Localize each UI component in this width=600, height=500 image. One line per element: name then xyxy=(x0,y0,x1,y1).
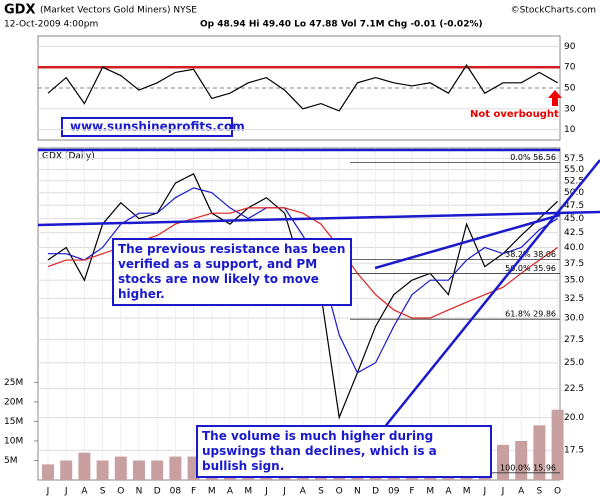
x-tick-label: A xyxy=(227,487,234,497)
name: (Market Vectors Gold Miners) NYSE xyxy=(40,6,197,16)
site: www.sunshineprofits.com xyxy=(70,120,245,134)
y-tick-label: 27.5 xyxy=(564,335,584,345)
fib-label: 38.2% 38.06 xyxy=(505,250,556,259)
x-tick-label: J xyxy=(46,487,50,497)
x-tick-label: M xyxy=(244,487,252,497)
volume-bar xyxy=(497,444,509,480)
fib-label: 100.0% 15.96 xyxy=(500,463,556,472)
y-tick-label: 90 xyxy=(564,42,576,52)
x-tick-label: D xyxy=(154,487,161,497)
x-tick-label: A xyxy=(518,487,525,497)
x-tick-label: J xyxy=(482,487,486,497)
x-tick-label: S xyxy=(318,487,324,497)
line xyxy=(47,64,558,112)
quote: Op 48.94 Hi 49.40 Lo 47.88 Vol 7.1M Chg … xyxy=(200,20,483,30)
y-tick-label: 42.5 xyxy=(564,228,584,238)
fib-label: 61.8% 29.86 xyxy=(505,310,556,319)
y-tick-label: 35.0 xyxy=(564,276,584,286)
y-tick-label: 30.0 xyxy=(564,314,584,324)
y-tick-label: 20.0 xyxy=(564,413,584,423)
x-tick-label: J xyxy=(64,487,68,497)
x-tick-label: S xyxy=(100,487,106,497)
y-tick-label: 17.5 xyxy=(564,446,584,456)
line xyxy=(48,187,558,374)
y-tick-label: 57.5 xyxy=(564,154,584,164)
y2-tick-label: 25M xyxy=(4,378,23,388)
x-tick-label: F xyxy=(409,487,414,497)
x-tick-label: M xyxy=(463,487,471,497)
y2-tick-label: 10M xyxy=(4,436,23,446)
trend-line xyxy=(374,213,561,270)
x-tick-label: N xyxy=(136,487,143,497)
x-tick-label: J xyxy=(264,487,268,497)
x-tick-label: J xyxy=(501,487,505,497)
x-tick-label: N xyxy=(354,487,361,497)
volume-bar xyxy=(114,456,127,480)
x-tick-label: D xyxy=(372,487,379,497)
y-tick-label: 25.0 xyxy=(564,358,584,368)
x-tick-label: M xyxy=(426,487,434,497)
y-tick-label: 30 xyxy=(564,104,576,114)
volume-bar xyxy=(133,460,145,480)
x-tick-label: O xyxy=(554,487,561,497)
x-tick-label: 08 xyxy=(170,487,182,497)
fib-label: 0.0% 56.56 xyxy=(510,153,556,162)
x-tick-label: A xyxy=(81,487,88,497)
volume-bar xyxy=(169,456,182,480)
x-tick-label: F xyxy=(191,487,196,497)
x-tick-label: O xyxy=(336,487,343,497)
arrow xyxy=(548,90,562,106)
x-tick-label: 09 xyxy=(388,487,400,497)
x-tick-label: M xyxy=(208,487,216,497)
price-panel xyxy=(37,147,561,481)
site-box xyxy=(61,117,233,137)
symbol: GDX xyxy=(4,3,35,18)
volume-bar xyxy=(96,460,109,480)
trend-line xyxy=(349,159,600,471)
volume-bar xyxy=(515,440,528,480)
trend-lines xyxy=(37,148,600,471)
panel-label: GDX (Daily) xyxy=(42,152,95,162)
y-tick-label: 40.0 xyxy=(564,243,584,253)
date: 12-Oct-2009 4:00pm xyxy=(4,20,98,30)
x-tick-label: A xyxy=(445,487,452,497)
trend-line xyxy=(37,210,600,227)
y-tick-label: 47.5 xyxy=(564,201,584,211)
x-tick-label: J xyxy=(282,487,286,497)
callout: The volume is much higher during upswing… xyxy=(196,425,492,478)
y-tick-label: 22.5 xyxy=(564,384,584,394)
y-tick-label: 32.5 xyxy=(564,294,584,304)
y-tick-label: 45.0 xyxy=(564,214,584,224)
x-tick-label: S xyxy=(537,487,543,497)
y-tick-label: 37.5 xyxy=(564,259,584,269)
y-tick-label: 10 xyxy=(564,125,576,135)
fib-label: 50.0% 35.96 xyxy=(505,264,556,273)
volume-bar xyxy=(42,464,54,480)
y2-tick-label: 5M xyxy=(4,456,18,466)
x-tick-label: A xyxy=(300,487,307,497)
credit: ©StockCharts.com xyxy=(511,6,596,16)
volume-bar xyxy=(78,452,91,480)
y-tick-label: 52.5 xyxy=(564,176,584,186)
callout: The previous resistance has been verifie… xyxy=(112,238,352,306)
y-tick-label: 50 xyxy=(564,84,576,94)
volume-bar xyxy=(533,425,546,480)
volume-bar xyxy=(151,460,164,480)
volume-bar xyxy=(551,409,564,480)
y-tick-label: 55.0 xyxy=(564,165,584,175)
volume-bar xyxy=(60,460,73,480)
y2-tick-label: 20M xyxy=(4,397,23,407)
x-tick-label: O xyxy=(117,487,124,497)
note: Not overbought xyxy=(470,109,559,120)
y2-tick-label: 15M xyxy=(4,417,23,427)
y-tick-label: 70 xyxy=(564,63,576,73)
